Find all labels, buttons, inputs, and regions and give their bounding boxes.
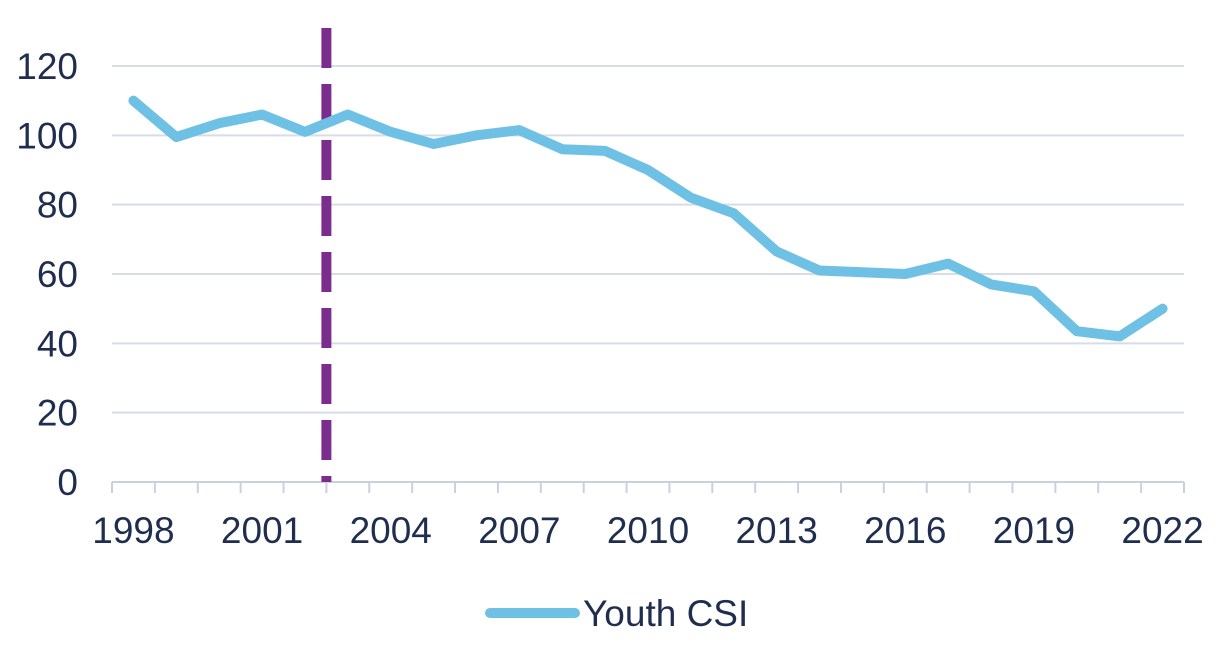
x-axis-tick-marks [111, 482, 1185, 493]
y-tick-label-40: 40 [37, 323, 78, 364]
y-tick-label-100: 100 [16, 115, 78, 156]
x-tick-label-2004: 2004 [350, 510, 432, 551]
y-tick-label-0: 0 [57, 462, 78, 503]
y-tick-label-80: 80 [37, 185, 78, 226]
y-tick-label-20: 20 [37, 393, 78, 434]
gridlines [112, 65, 1184, 414]
y-tick-label-120: 120 [16, 46, 78, 87]
series-line-youth-csi [128, 95, 1168, 342]
x-tick-label-1998: 1998 [92, 510, 174, 551]
x-tick-label-2001: 2001 [221, 510, 303, 551]
y-axis-tick-labels: 0 20 40 60 80 100 120 [16, 46, 78, 503]
x-tick-label-2019: 2019 [993, 510, 1075, 551]
x-tick-label-2016: 2016 [864, 510, 946, 551]
legend-label-youth-csi: Youth CSI [583, 593, 748, 634]
x-tick-label-2022: 2022 [1121, 510, 1203, 551]
x-tick-label-2007: 2007 [478, 510, 560, 551]
legend: Youth CSI [485, 593, 748, 634]
x-axis-tick-labels: 1998 2001 2004 2007 2010 2013 2016 2019 2022 [92, 510, 1203, 551]
x-tick-label-2013: 2013 [735, 510, 817, 551]
x-tick-label-2010: 2010 [607, 510, 689, 551]
y-tick-label-60: 60 [37, 254, 78, 295]
